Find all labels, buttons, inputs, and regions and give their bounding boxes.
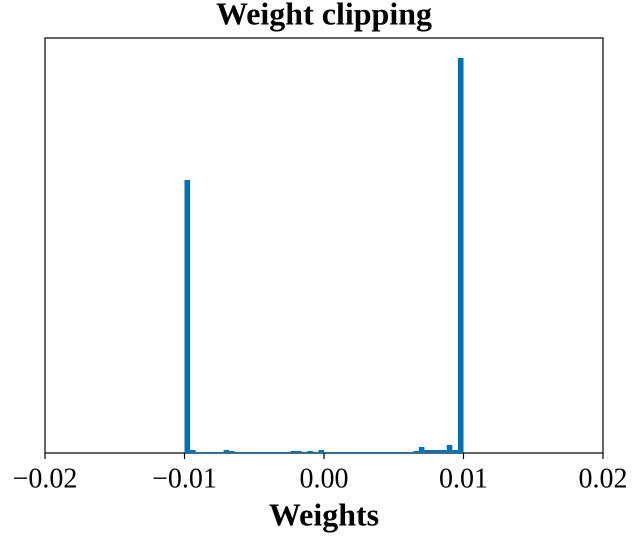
bar xyxy=(457,58,464,453)
bar xyxy=(368,452,375,453)
bar xyxy=(229,451,235,453)
bar xyxy=(212,452,218,453)
bar xyxy=(346,452,352,453)
bar xyxy=(374,452,380,453)
bar xyxy=(441,450,447,453)
bar xyxy=(307,451,313,453)
bar xyxy=(396,452,403,453)
bar xyxy=(262,452,269,453)
bar xyxy=(418,447,425,453)
bar xyxy=(340,452,347,453)
bar xyxy=(430,450,436,453)
bar xyxy=(290,451,297,453)
x-tick-label: −0.01 xyxy=(152,463,217,494)
bar xyxy=(301,452,308,453)
bar xyxy=(217,452,224,453)
bar xyxy=(279,452,285,453)
bar xyxy=(234,452,241,453)
bar xyxy=(184,180,191,453)
bar xyxy=(329,452,336,453)
x-axis-label: Weights xyxy=(269,496,379,532)
bar xyxy=(268,452,274,453)
bar xyxy=(318,450,324,453)
x-tick-label: 0.00 xyxy=(300,463,349,494)
bar xyxy=(357,452,364,453)
bar xyxy=(407,452,414,453)
bar xyxy=(257,452,263,453)
bar xyxy=(351,452,358,453)
bar xyxy=(190,450,196,453)
bar xyxy=(312,452,319,453)
bar xyxy=(284,452,291,453)
bar xyxy=(251,452,258,453)
bar xyxy=(402,452,408,453)
bar xyxy=(452,450,458,453)
bar xyxy=(335,452,341,453)
bar xyxy=(413,451,419,453)
bar xyxy=(446,445,453,453)
bar xyxy=(324,452,330,453)
bar xyxy=(195,452,202,453)
bar xyxy=(379,452,386,453)
bar xyxy=(296,451,302,453)
bar xyxy=(206,452,213,453)
bar xyxy=(240,452,246,453)
bar xyxy=(424,450,431,453)
x-tick-label: 0.02 xyxy=(579,463,628,494)
chart-title: Weight clipping xyxy=(216,0,432,31)
bar xyxy=(363,452,369,453)
plot-frame xyxy=(44,37,604,454)
bar xyxy=(223,450,230,453)
bar xyxy=(435,450,442,453)
bar xyxy=(385,452,391,453)
x-tick-label: −0.02 xyxy=(13,463,78,494)
bar xyxy=(273,452,280,453)
bar xyxy=(201,452,207,453)
bar xyxy=(390,452,397,453)
x-tick-label: 0.01 xyxy=(439,463,488,494)
bar xyxy=(245,452,252,453)
